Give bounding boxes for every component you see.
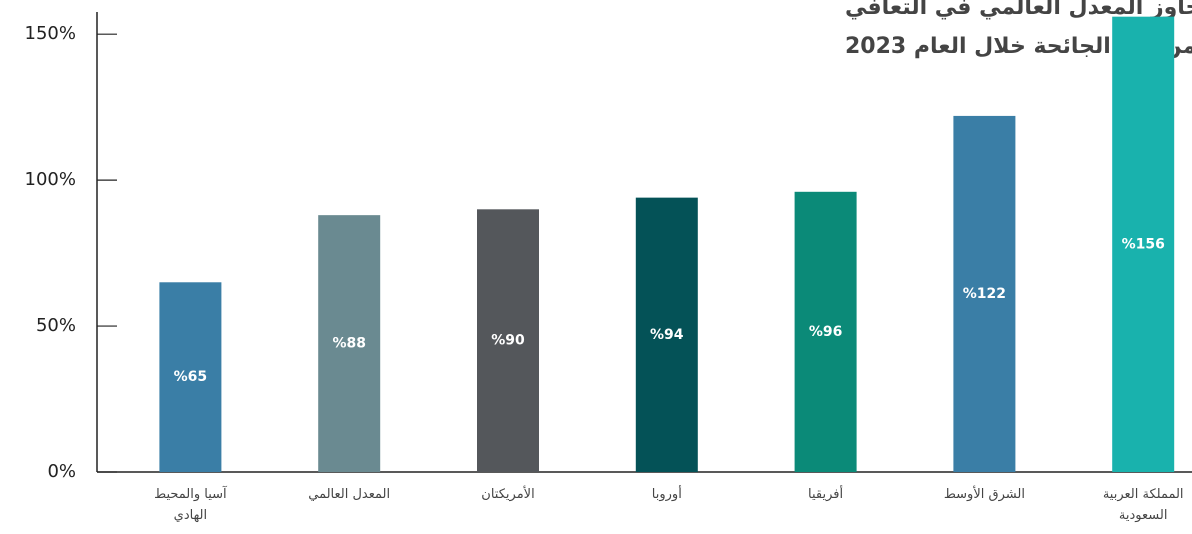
bar: [477, 209, 539, 472]
x-tick-label: أفريقيا: [808, 487, 844, 502]
bar: [159, 282, 222, 472]
y-tick-label: 0%: [47, 461, 76, 482]
x-tick-label: المعدل العالمي: [308, 487, 391, 502]
value-label: %156: [1122, 236, 1165, 252]
value-label: %65: [174, 369, 208, 385]
bar: [318, 215, 381, 472]
value-label: %90: [491, 333, 525, 349]
value-label: %88: [332, 336, 366, 352]
y-tick-label: 150%: [25, 23, 76, 44]
x-tick-label: أوروبا: [651, 487, 682, 502]
bar: [635, 197, 698, 472]
bar: [794, 191, 857, 473]
x-tick-label: الشرق الأوسط: [943, 487, 1025, 502]
y-tick-label: 50%: [36, 315, 76, 336]
x-tick-label: الأمريكتان: [481, 487, 535, 502]
bar: [953, 115, 1016, 472]
value-label: %96: [809, 324, 843, 340]
chart-title: المملكة تتجاوز المعدل العالمي في التعافي: [845, 0, 1192, 20]
x-tick-label: المملكة العربية السعودية: [1102, 487, 1184, 523]
bar: [1112, 16, 1175, 473]
value-label: %122: [963, 286, 1006, 302]
value-label: %94: [650, 327, 684, 343]
y-tick-label: 100%: [25, 169, 76, 190]
x-tick-label: آسيا والمحيط الهادي: [154, 487, 227, 523]
